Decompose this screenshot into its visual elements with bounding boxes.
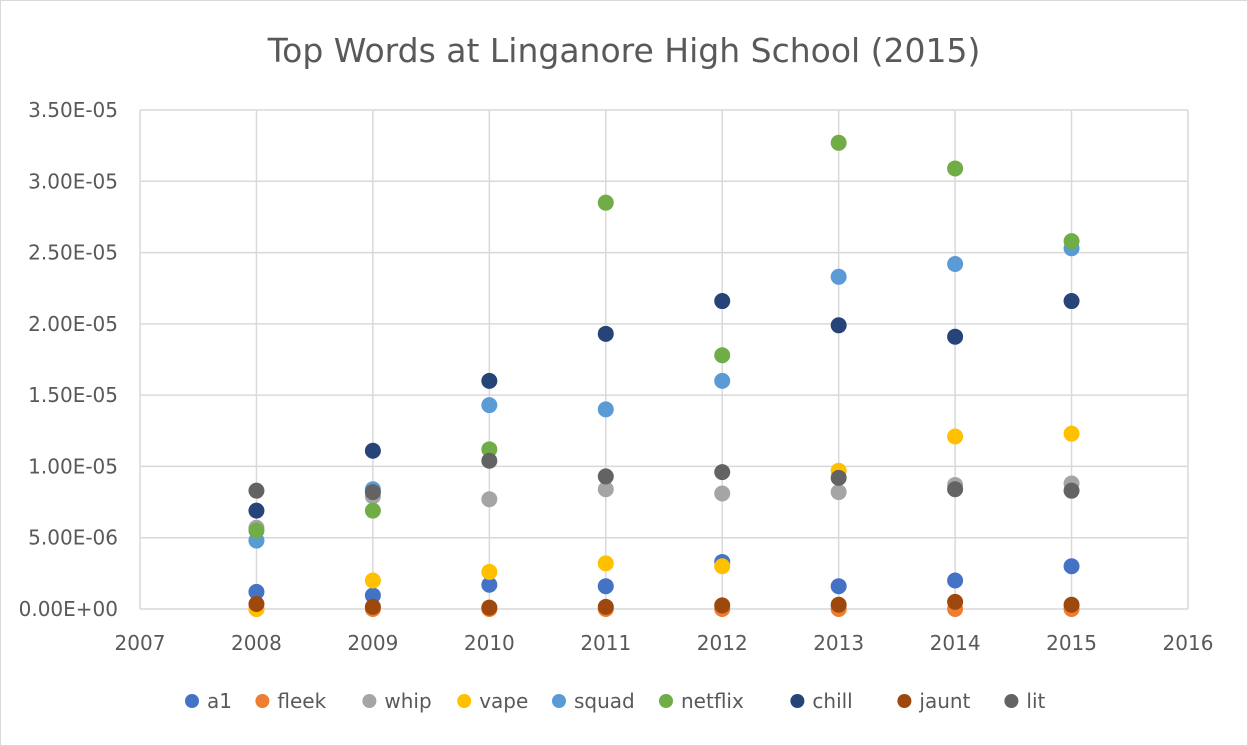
legend-label-squad: squad bbox=[574, 689, 635, 713]
point-jaunt bbox=[481, 599, 498, 616]
point-chill bbox=[947, 328, 964, 345]
point-squad bbox=[714, 372, 731, 389]
legend-label-whip: whip bbox=[384, 689, 431, 713]
x-tick-label: 2008 bbox=[231, 631, 282, 655]
y-tick-label: 5.00E-06 bbox=[28, 526, 118, 550]
point-a1 bbox=[830, 578, 847, 595]
point-netflix bbox=[830, 134, 847, 151]
x-tick-label: 2014 bbox=[930, 631, 981, 655]
point-lit bbox=[248, 482, 265, 499]
point-lit bbox=[1063, 482, 1080, 499]
point-whip bbox=[714, 485, 731, 502]
point-lit bbox=[947, 481, 964, 498]
y-tick-label: 3.00E-05 bbox=[28, 169, 118, 193]
point-vape bbox=[481, 563, 498, 580]
point-jaunt bbox=[597, 598, 614, 615]
chart-title: Top Words at Linganore High School (2015… bbox=[267, 31, 981, 70]
point-jaunt bbox=[364, 598, 381, 615]
y-tick-label: 2.00E-05 bbox=[28, 312, 118, 336]
point-a1 bbox=[481, 576, 498, 593]
point-chill bbox=[1063, 293, 1080, 310]
point-chill bbox=[364, 442, 381, 459]
x-tick-label: 2016 bbox=[1163, 631, 1214, 655]
y-tick-label: 1.00E-05 bbox=[28, 454, 118, 478]
point-netflix bbox=[597, 194, 614, 211]
y-tick-label: 0.00E+00 bbox=[19, 597, 118, 621]
point-whip bbox=[481, 491, 498, 508]
legend-marker-netflix bbox=[659, 694, 673, 708]
point-a1 bbox=[597, 578, 614, 595]
point-vape bbox=[364, 572, 381, 589]
point-lit bbox=[364, 484, 381, 501]
legend-marker-vape bbox=[457, 694, 472, 708]
point-chill bbox=[481, 372, 498, 389]
point-lit bbox=[714, 464, 731, 481]
point-whip bbox=[597, 481, 614, 498]
x-tick-label: 2011 bbox=[580, 631, 631, 655]
point-netflix bbox=[481, 441, 498, 458]
x-tick-label: 2015 bbox=[1046, 631, 1097, 655]
point-a1 bbox=[947, 572, 964, 589]
legend-label-lit: lit bbox=[1026, 689, 1045, 713]
legend-marker-whip bbox=[362, 694, 377, 708]
legend: a1 fleek whip vape squad netflix chill jaunt lit bbox=[185, 689, 1046, 713]
point-lit bbox=[830, 469, 847, 486]
point-a1 bbox=[1063, 558, 1080, 575]
legend-marker-lit bbox=[1004, 694, 1019, 708]
point-chill bbox=[714, 293, 731, 310]
legend-marker-squad bbox=[552, 694, 566, 708]
axis-labels: 0.00E+00 5.00E-06 1.00E-05 1.50E-05 2.00E-05… bbox=[19, 98, 1214, 655]
point-netflix bbox=[364, 502, 381, 519]
legend-label-jaunt: jaunt bbox=[918, 689, 970, 713]
point-jaunt bbox=[830, 596, 847, 613]
legend-label-chill: chill bbox=[812, 689, 852, 713]
point-vape bbox=[1063, 425, 1080, 442]
y-tick-label: 3.50E-05 bbox=[28, 98, 118, 122]
legend-marker-jaunt bbox=[897, 694, 912, 708]
y-tick-label: 1.50E-05 bbox=[28, 383, 118, 407]
point-chill bbox=[830, 317, 847, 334]
x-tick-label: 2009 bbox=[347, 631, 398, 655]
point-chill bbox=[248, 502, 265, 519]
x-tick-label: 2012 bbox=[697, 631, 748, 655]
legend-label-a1: a1 bbox=[207, 689, 232, 713]
gridlines bbox=[139, 109, 1189, 610]
point-squad bbox=[830, 268, 847, 285]
point-netflix bbox=[714, 347, 731, 364]
point-squad bbox=[947, 255, 964, 272]
y-tick-label: 2.50E-05 bbox=[28, 241, 118, 265]
point-lit bbox=[481, 452, 498, 469]
point-netflix bbox=[947, 160, 964, 177]
x-tick-label: 2013 bbox=[813, 631, 864, 655]
legend-marker-fleek bbox=[255, 694, 270, 708]
point-jaunt bbox=[714, 597, 731, 614]
point-whip bbox=[830, 484, 847, 501]
legend-label-netflix: netflix bbox=[681, 689, 744, 713]
point-a1 bbox=[364, 587, 381, 604]
legend-marker-a1 bbox=[185, 694, 199, 708]
legend-label-fleek: fleek bbox=[277, 689, 326, 713]
point-vape bbox=[947, 428, 964, 445]
point-jaunt bbox=[248, 596, 265, 613]
point-jaunt bbox=[947, 593, 964, 610]
point-a1 bbox=[248, 583, 265, 600]
point-netflix bbox=[1063, 233, 1080, 250]
x-tick-label: 2010 bbox=[464, 631, 515, 655]
data-points bbox=[248, 134, 1080, 617]
point-chill bbox=[597, 325, 614, 342]
point-vape bbox=[597, 555, 614, 572]
legend-marker-chill bbox=[790, 694, 805, 708]
point-vape bbox=[714, 558, 731, 575]
point-jaunt bbox=[1063, 596, 1080, 613]
x-tick-label: 2007 bbox=[115, 631, 166, 655]
point-squad bbox=[481, 397, 498, 414]
legend-label-vape: vape bbox=[479, 689, 528, 713]
point-lit bbox=[597, 468, 614, 485]
point-squad bbox=[597, 401, 614, 418]
point-netflix bbox=[248, 522, 265, 539]
